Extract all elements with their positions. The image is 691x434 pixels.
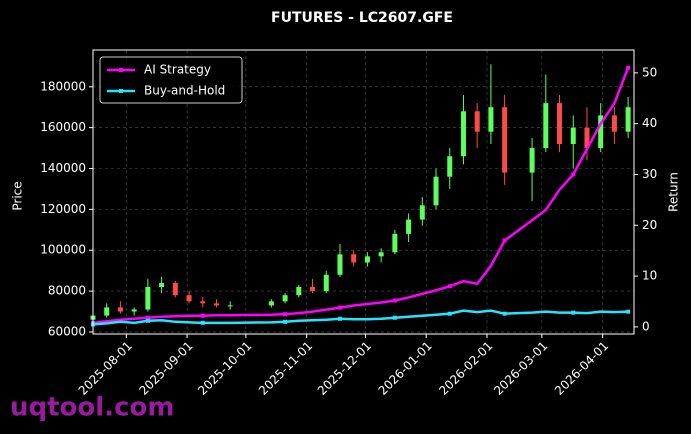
- y2-tick-label: 40: [642, 116, 657, 130]
- candle-body: [557, 103, 563, 144]
- line-marker: [571, 172, 576, 177]
- candle-body: [625, 107, 631, 132]
- y-tick-label: 60000: [48, 324, 86, 338]
- candle-body: [392, 233, 398, 253]
- candle-body: [488, 107, 494, 132]
- line-marker: [283, 312, 288, 317]
- y2-tick-label: 30: [642, 167, 657, 181]
- candle-body: [598, 115, 604, 149]
- legend-label: Buy-and-Hold: [144, 84, 225, 98]
- y-tick-label: 140000: [40, 161, 86, 175]
- candle-body: [159, 282, 165, 288]
- candle-body: [378, 252, 384, 257]
- y2-tick-label: 10: [642, 269, 657, 283]
- return-line: [92, 67, 630, 325]
- line-marker: [502, 238, 507, 243]
- line-marker: [392, 298, 397, 303]
- candle-body: [296, 287, 302, 296]
- line-marker: [337, 305, 342, 310]
- candle-body: [584, 127, 590, 149]
- candle-body: [172, 282, 178, 296]
- line-marker: [626, 309, 631, 314]
- y-axis-label: Price: [11, 181, 25, 210]
- line-marker: [502, 311, 507, 316]
- candle-body: [529, 148, 535, 173]
- x-tick-label: 2026-03-01: [491, 339, 550, 398]
- y-tick-label: 180000: [40, 79, 86, 93]
- y-tick-label: 120000: [40, 202, 86, 216]
- line-marker: [337, 316, 342, 321]
- x-tick-label: 2025-12-01: [315, 339, 374, 398]
- candle-body: [543, 103, 549, 149]
- candle-body: [351, 254, 357, 263]
- candle-body: [145, 287, 151, 310]
- x-tick-label: 2025-11-01: [256, 339, 315, 398]
- y-tick-label: 160000: [40, 120, 86, 134]
- x-tick-label: 2026-02-01: [436, 339, 495, 398]
- candle-body: [131, 309, 137, 312]
- candle-body: [460, 111, 466, 157]
- line-marker: [626, 65, 631, 70]
- y2-tick-label: 50: [642, 65, 657, 79]
- line-marker: [571, 310, 576, 315]
- line-marker: [447, 284, 452, 289]
- candle-body: [323, 274, 329, 292]
- plot-frame: [92, 49, 635, 335]
- candle-body: [447, 156, 453, 177]
- chart-title: FUTURES - LC2607.GFE: [271, 10, 453, 26]
- line-marker: [392, 315, 397, 320]
- candle-body: [104, 307, 110, 316]
- candle-body: [502, 107, 508, 173]
- candle-body: [364, 256, 370, 263]
- y2-tick-label: 20: [642, 218, 657, 232]
- line-marker: [200, 313, 205, 318]
- candle-body: [406, 219, 412, 234]
- candle-body: [282, 295, 288, 302]
- y-tick-label: 80000: [48, 284, 86, 298]
- legend-marker: [119, 89, 123, 93]
- x-tick-label: 2026-04-01: [552, 339, 611, 398]
- candle-body: [570, 127, 576, 144]
- x-tick-label: 2026-01-01: [376, 339, 435, 398]
- x-tick-label: 2025-08-01: [76, 339, 135, 398]
- y2-tick-label: 0: [642, 319, 650, 333]
- line-marker: [145, 315, 150, 320]
- line-marker: [447, 311, 452, 316]
- candle-body: [310, 287, 316, 292]
- line-marker: [283, 319, 288, 324]
- legend-marker: [119, 68, 123, 72]
- candle-body: [433, 176, 439, 206]
- line-marker: [145, 318, 150, 323]
- candle-body: [200, 301, 206, 304]
- legend-label: AI Strategy: [144, 63, 211, 77]
- return-line: [92, 309, 629, 326]
- candle-body: [611, 115, 617, 132]
- candle-body: [474, 111, 480, 132]
- y2-axis-label: Return: [667, 172, 681, 212]
- x-tick-label: 2025-10-01: [195, 339, 254, 398]
- candle-body: [117, 307, 123, 312]
- candle-body: [337, 254, 343, 275]
- watermark: uqtool.com: [10, 393, 174, 423]
- line-marker: [200, 320, 205, 325]
- candle-body: [268, 301, 274, 306]
- candle-body: [213, 303, 219, 306]
- candle-body: [186, 295, 192, 302]
- legend-box: [99, 56, 243, 104]
- candle-body: [227, 305, 233, 307]
- candle-body: [419, 205, 425, 220]
- x-tick-label: 2025-09-01: [136, 339, 195, 398]
- y-tick-label: 100000: [40, 243, 86, 257]
